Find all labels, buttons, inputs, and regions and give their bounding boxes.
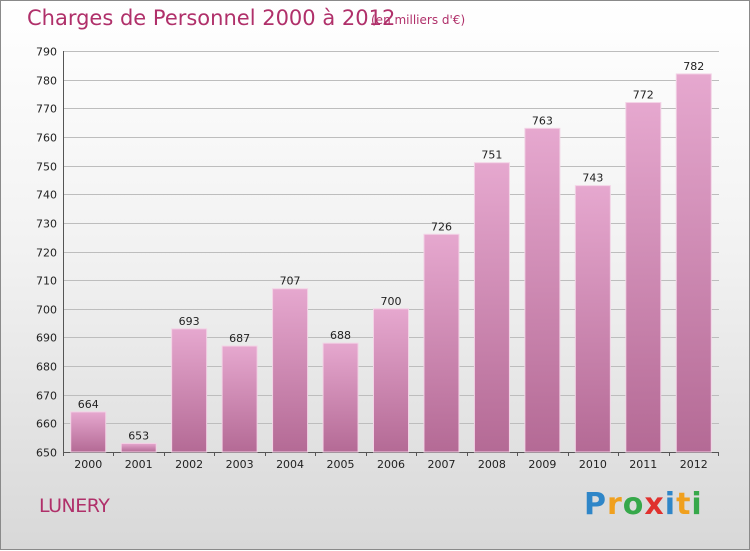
data-label: 664 <box>78 398 99 411</box>
x-tick-label: 2005 <box>327 458 355 471</box>
data-label: 782 <box>683 60 704 73</box>
x-tick-label: 2006 <box>377 458 405 471</box>
y-tick-label: 680 <box>36 361 57 374</box>
y-tick-label: 760 <box>36 132 57 145</box>
y-tick-label: 780 <box>36 75 57 88</box>
bar-2010[interactable] <box>574 185 611 453</box>
y-tick-label: 660 <box>36 418 57 431</box>
data-label: 687 <box>229 332 250 345</box>
y-tick-label: 700 <box>36 304 57 317</box>
bar-2006[interactable] <box>373 308 409 453</box>
x-tick-label: 2009 <box>528 458 556 471</box>
data-label: 772 <box>633 89 654 102</box>
bar-2012[interactable] <box>675 73 712 453</box>
y-tick-label: 690 <box>36 332 57 345</box>
x-tick-label: 2003 <box>226 458 254 471</box>
x-tick-label: 2004 <box>276 458 304 471</box>
bar-2000[interactable] <box>70 411 107 453</box>
y-tick-label: 750 <box>36 161 57 174</box>
data-label: 751 <box>481 149 502 162</box>
y-tick-label: 710 <box>36 275 57 288</box>
bar-2011[interactable] <box>625 102 662 453</box>
x-tick-label: 2007 <box>427 458 455 471</box>
y-tick-label: 720 <box>36 247 57 260</box>
y-tick-label: 790 <box>36 46 57 59</box>
bar-2007[interactable] <box>423 233 460 453</box>
data-label: 700 <box>381 295 402 308</box>
proxiti-logo[interactable]: Proxiti <box>584 487 703 522</box>
x-tick-label: 2001 <box>125 458 153 471</box>
data-label: 693 <box>179 315 200 328</box>
data-label: 707 <box>280 275 301 288</box>
y-tick-labels: 650 660 670 680 690 700 710 720 730 740 750 760 770 7… <box>36 46 57 460</box>
y-tick-label: 740 <box>36 189 57 202</box>
y-tick-label: 670 <box>36 390 57 403</box>
data-label: 653 <box>128 429 149 442</box>
x-tick-label: 2010 <box>579 458 607 471</box>
bar-2001[interactable] <box>120 442 157 453</box>
bar-2002[interactable] <box>171 328 208 453</box>
y-tick-label: 650 <box>36 447 57 460</box>
y-tick-label: 730 <box>36 218 57 231</box>
x-tick-label: 2008 <box>478 458 506 471</box>
x-tick-label: 2011 <box>629 458 657 471</box>
bar-2008[interactable] <box>473 162 510 453</box>
x-tick-label: 2000 <box>74 458 102 471</box>
x-tick-labels: 2000 2001 2002 2003 2004 2005 2006 2007 2008 2009… <box>74 458 708 471</box>
data-label: 743 <box>582 172 603 185</box>
x-tick-label: 2002 <box>175 458 203 471</box>
bar-2004[interactable] <box>272 288 309 453</box>
bar-2003[interactable] <box>221 345 258 453</box>
x-tick-label: 2012 <box>680 458 708 471</box>
data-label: 763 <box>532 114 553 127</box>
commune-name: LUNERY <box>39 495 110 517</box>
bar-2009[interactable] <box>524 127 561 453</box>
y-tick-label: 770 <box>36 103 57 116</box>
bar-2005[interactable] <box>322 342 359 453</box>
data-labels: 664 653 693 687 707 688 700 726 751 763 743 772 782 <box>78 60 705 442</box>
bars <box>70 73 712 453</box>
data-label: 726 <box>431 220 452 233</box>
chart-title: Charges de Personnel 2000 à 2012 <box>27 6 396 30</box>
chart-subtitle: (en milliers d'€) <box>371 13 466 27</box>
data-label: 688 <box>330 329 351 342</box>
